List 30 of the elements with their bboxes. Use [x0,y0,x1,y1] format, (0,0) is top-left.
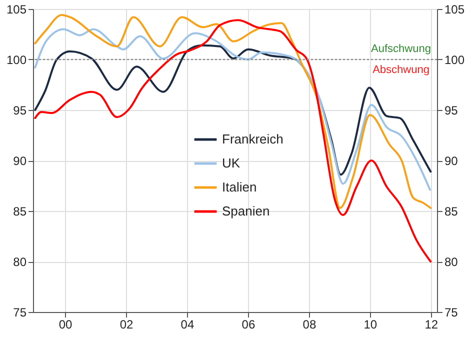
legend-label: Frankreich [222,132,284,146]
y2-tick-label: 105 [444,2,465,16]
x-tick-label: 08 [302,318,316,332]
y2-tick-label: 95 [444,104,458,118]
y-tick-label: 80 [13,255,27,269]
line-series [34,19,432,262]
y2-tick-label: 85 [444,204,458,218]
legend-label: Spanien [222,204,270,218]
y2-tick-label: 90 [444,154,458,168]
line-series [34,28,431,191]
x-tick-label: 12 [424,318,438,332]
y2-tick-label: 80 [444,255,458,269]
x-tick-label: 04 [180,318,194,332]
y-tick-label: 90 [13,154,27,168]
x-tick-label: 00 [58,318,73,332]
y2-tick-label: 100 [444,53,465,67]
y-tick-label: 105 [6,2,27,16]
line-series [34,44,432,176]
x-tick-label: 06 [242,318,256,332]
annotation: Abschwung [372,64,430,76]
legend-label: UK [222,156,240,170]
y-tick-label: 85 [13,204,27,218]
x-tick-label: 02 [120,318,134,332]
y-tick-label: 75 [13,306,27,320]
legend-label: Italien [222,180,257,194]
x-tick-label: 10 [364,318,378,332]
y2-tick-label: 75 [444,306,458,320]
y-tick-label: 95 [13,104,27,118]
annotation: Aufschwung [371,43,431,55]
y-tick-label: 100 [6,53,27,67]
